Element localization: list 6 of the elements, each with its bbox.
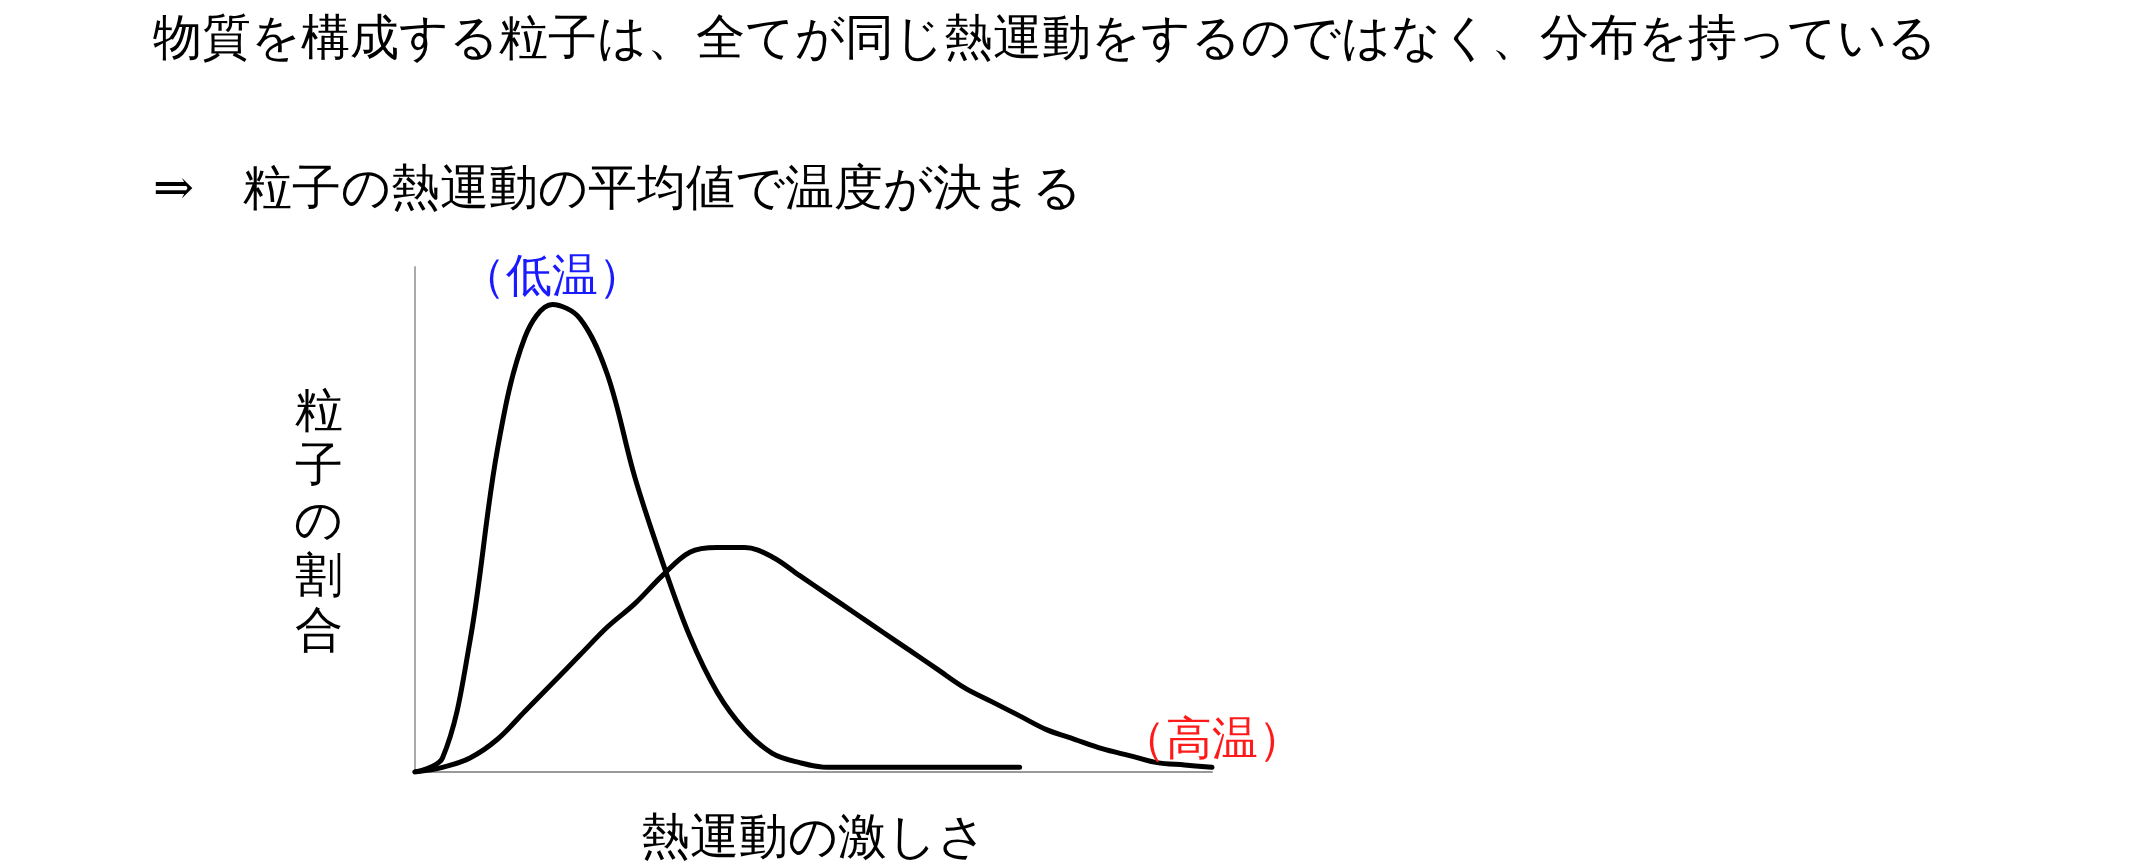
series-label: （低温） — [460, 249, 645, 301]
chart-title: 物質を構成する粒子は、全てが同じ熱運動をするのではなく、分布を持っている — [153, 10, 1937, 65]
y-axis-title: 粒子の割合 — [294, 383, 343, 656]
x-axis-title: 熱運動の激しさ — [640, 809, 987, 864]
series-label: （高温） — [1120, 712, 1304, 764]
chart-subtitle: ⇒ 粒子の熱運動の平均値で温度が決まる — [153, 160, 1083, 215]
